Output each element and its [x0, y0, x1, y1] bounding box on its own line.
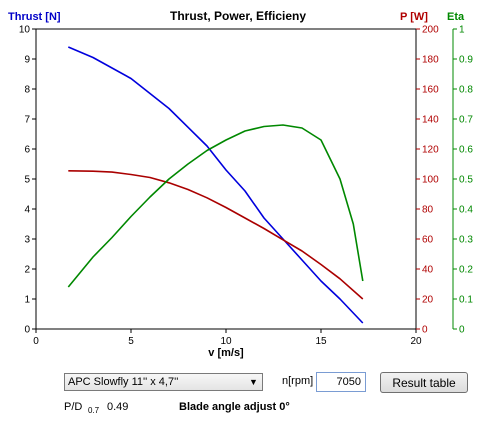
pd-subscript: 0.7	[88, 406, 100, 415]
x-tick-label: 0	[33, 336, 39, 347]
thrust-tick-label: 2	[24, 265, 30, 276]
x-tick-label: 5	[128, 336, 134, 347]
thrust-tick-label: 3	[24, 235, 30, 246]
power-tick-label: 80	[422, 205, 434, 216]
power-tick-label: 200	[422, 25, 439, 36]
thrust-line	[67, 46, 364, 324]
power-tick-label: 100	[422, 175, 439, 186]
thrust-tick-label: 5	[24, 175, 30, 186]
eta-tick-label: 1	[459, 25, 465, 36]
power-tick-label: 20	[422, 295, 434, 306]
thrust-tick-label: 6	[24, 145, 30, 156]
thrust-tick-label: 1	[24, 295, 30, 306]
eta-tick-label: 0.9	[459, 55, 473, 66]
pd-value: 0.49	[107, 401, 129, 413]
thrust-tick-label: 10	[19, 25, 31, 36]
eta-axis: 0 0.1 0.2 0.3 0.4 0.5 0.6 0.7 0.8 0.9 1	[452, 25, 473, 336]
result-table-button[interactable]: Result table	[380, 372, 468, 393]
thrust-tick-label: 8	[24, 85, 30, 96]
pd-label: P/D	[64, 401, 83, 413]
power-tick-label: 60	[422, 235, 434, 246]
x-axis-label: v [m/s]	[208, 347, 244, 359]
plot-frame	[35, 28, 417, 330]
eta-tick-label: 0.6	[459, 145, 473, 156]
thrust-tick-label: 4	[24, 205, 30, 216]
eta-axis-label: Eta	[447, 11, 465, 23]
thrust-tick-label: 0	[24, 325, 30, 336]
rpm-input[interactable]	[316, 372, 366, 392]
x-axis: 0 5 10 15 20	[33, 329, 422, 347]
power-axis-label: P [W]	[400, 11, 428, 23]
eta-tick-label: 0.1	[459, 295, 473, 306]
x-tick-label: 10	[220, 336, 232, 347]
power-tick-label: 160	[422, 85, 439, 96]
propeller-select-value: APC Slowfly 11'' x 4,7''	[68, 376, 179, 388]
x-tick-label: 20	[410, 336, 422, 347]
power-tick-label: 180	[422, 55, 439, 66]
eta-tick-label: 0.7	[459, 115, 473, 126]
eta-tick-label: 0.2	[459, 265, 473, 276]
efficiency-line	[67, 124, 364, 288]
thrust-tick-label: 9	[24, 55, 30, 66]
thrust-axis-label: Thrust [N]	[8, 11, 61, 23]
rpm-label: n[rpm]	[282, 375, 314, 387]
thrust-axis: 0 1 2 3 4 5 6 7 8 9 10	[19, 25, 36, 336]
power-tick-label: 120	[422, 145, 439, 156]
x-tick-label: 15	[315, 336, 327, 347]
eta-tick-label: 0.8	[459, 85, 473, 96]
eta-tick-label: 0.5	[459, 175, 473, 186]
eta-tick-label: 0	[459, 325, 465, 336]
eta-tick-label: 0.4	[459, 205, 473, 216]
power-tick-label: 0	[422, 325, 428, 336]
power-line	[68, 170, 364, 300]
chevron-down-icon[interactable]: ▼	[249, 377, 258, 387]
power-tick-label: 140	[422, 115, 439, 126]
power-axis: 0 20 40 60 80 100 120 140 160 180 200	[416, 25, 439, 336]
power-tick-label: 40	[422, 265, 434, 276]
chart: Thrust, Power, Efficieny Thrust [N] P [W…	[8, 9, 473, 359]
controls-panel: APC Slowfly 11'' x 4,7'' ▼ n[rpm] Result…	[0, 368, 489, 431]
series-group	[67, 46, 364, 324]
propeller-select[interactable]: APC Slowfly 11'' x 4,7'' ▼	[64, 373, 263, 391]
blade-angle-label: Blade angle adjust 0°	[179, 401, 290, 413]
thrust-tick-label: 7	[24, 115, 30, 126]
eta-tick-label: 0.3	[459, 235, 473, 246]
chart-title: Thrust, Power, Efficieny	[170, 9, 306, 23]
